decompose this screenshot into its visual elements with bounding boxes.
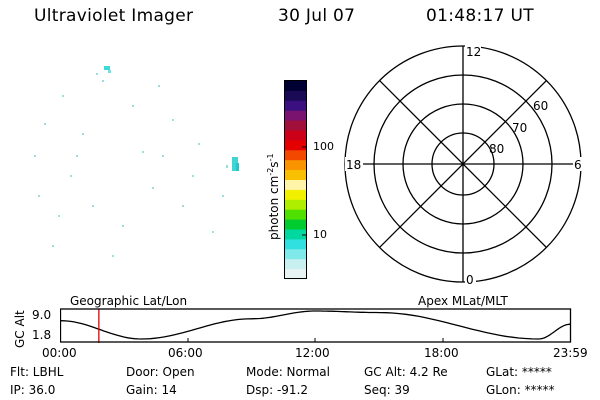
alt-plot-xtick-1800: 18:00 bbox=[424, 346, 459, 360]
info-mode: Mode: Normal bbox=[246, 365, 330, 379]
alt-plot-xtick-0000: 00:00 bbox=[42, 346, 77, 360]
mlt-label-0: 0 bbox=[466, 273, 474, 287]
info-flt: Flt: LBHL bbox=[10, 365, 64, 379]
colorbar-tick-label-100: 100 bbox=[313, 140, 334, 153]
uv-image bbox=[34, 66, 239, 257]
polar-grid-plot: 12 0 18 6 60 70 80 bbox=[344, 45, 585, 287]
colorbar-cell bbox=[285, 219, 306, 230]
info-glon: GLon: ***** bbox=[486, 383, 555, 397]
alt-plot-xtick-0600: 06:00 bbox=[168, 346, 203, 360]
colorbar-cell bbox=[285, 120, 306, 131]
alt-curve bbox=[60, 310, 571, 340]
colorbar-cell bbox=[285, 110, 306, 122]
polar-diagonal-2 bbox=[379, 80, 547, 248]
info-dsp: Dsp: -91.2 bbox=[246, 383, 309, 397]
alt-plot bbox=[60, 308, 572, 343]
alt-plot-xtick-2359: 23:59 bbox=[553, 346, 588, 360]
colorbar-cell bbox=[285, 259, 306, 270]
colorbar-cell bbox=[285, 140, 306, 151]
colorbar-cell bbox=[285, 81, 306, 92]
colorbar-cell bbox=[285, 239, 306, 250]
colorbar-unit-label: photon cm-2s-1 bbox=[266, 153, 281, 240]
alt-plot-ylabel: GC Alt bbox=[13, 310, 27, 348]
info-seq: Seq: 39 bbox=[364, 383, 410, 397]
alt-plot-frame bbox=[60, 308, 572, 343]
time-label: 01:48:17 UT bbox=[426, 6, 534, 26]
colorbar-gradient bbox=[285, 81, 306, 280]
colorbar-cell bbox=[285, 90, 306, 102]
alt-plot-ytick-1.8: 1.8 bbox=[32, 328, 52, 342]
mlt-label-12: 12 bbox=[466, 45, 481, 59]
alt-plot-left-title: Geographic Lat/Lon bbox=[70, 294, 188, 308]
mlat-label-80: 80 bbox=[489, 142, 504, 156]
colorbar-cell bbox=[285, 199, 306, 211]
info-ip: IP: 36.0 bbox=[10, 383, 56, 397]
alt-plot-ytick-9: 9.0 bbox=[32, 308, 52, 322]
colorbar-cell bbox=[285, 229, 306, 240]
colorbar-cell bbox=[285, 150, 306, 161]
info-glat: GLat: ***** bbox=[486, 365, 552, 379]
info-gc-alt: GC Alt: 4.2 Re bbox=[364, 365, 448, 379]
colorbar-cell bbox=[285, 249, 306, 260]
colorbar-cell bbox=[285, 189, 306, 201]
colorbar-cell bbox=[285, 130, 306, 141]
info-door: Door: Open bbox=[126, 365, 195, 379]
colorbar-cell bbox=[285, 180, 306, 191]
colorbar-cell bbox=[285, 170, 306, 181]
mlt-label-6: 6 bbox=[574, 158, 582, 172]
colorbar-cell bbox=[285, 100, 306, 112]
colorbar-cell bbox=[285, 160, 306, 171]
info-gain: Gain: 14 bbox=[126, 383, 177, 397]
colorbar-tick-label-10: 10 bbox=[313, 228, 327, 241]
alt-plot-xtick-1200: 12:00 bbox=[295, 346, 330, 360]
alt-plot-right-title: Apex MLat/MLT bbox=[418, 294, 508, 308]
colorbar-cell bbox=[285, 269, 306, 280]
mlat-label-70: 70 bbox=[512, 121, 527, 135]
app-title: Ultraviolet Imager bbox=[34, 6, 194, 26]
colorbar-cell bbox=[285, 209, 306, 221]
mlat-label-60: 60 bbox=[533, 99, 548, 113]
mlt-label-18: 18 bbox=[346, 158, 361, 172]
date-label: 30 Jul 07 bbox=[278, 6, 356, 26]
colorbar bbox=[284, 80, 307, 280]
colorbar-frame bbox=[284, 80, 307, 279]
uv-image-speckles bbox=[34, 66, 239, 257]
